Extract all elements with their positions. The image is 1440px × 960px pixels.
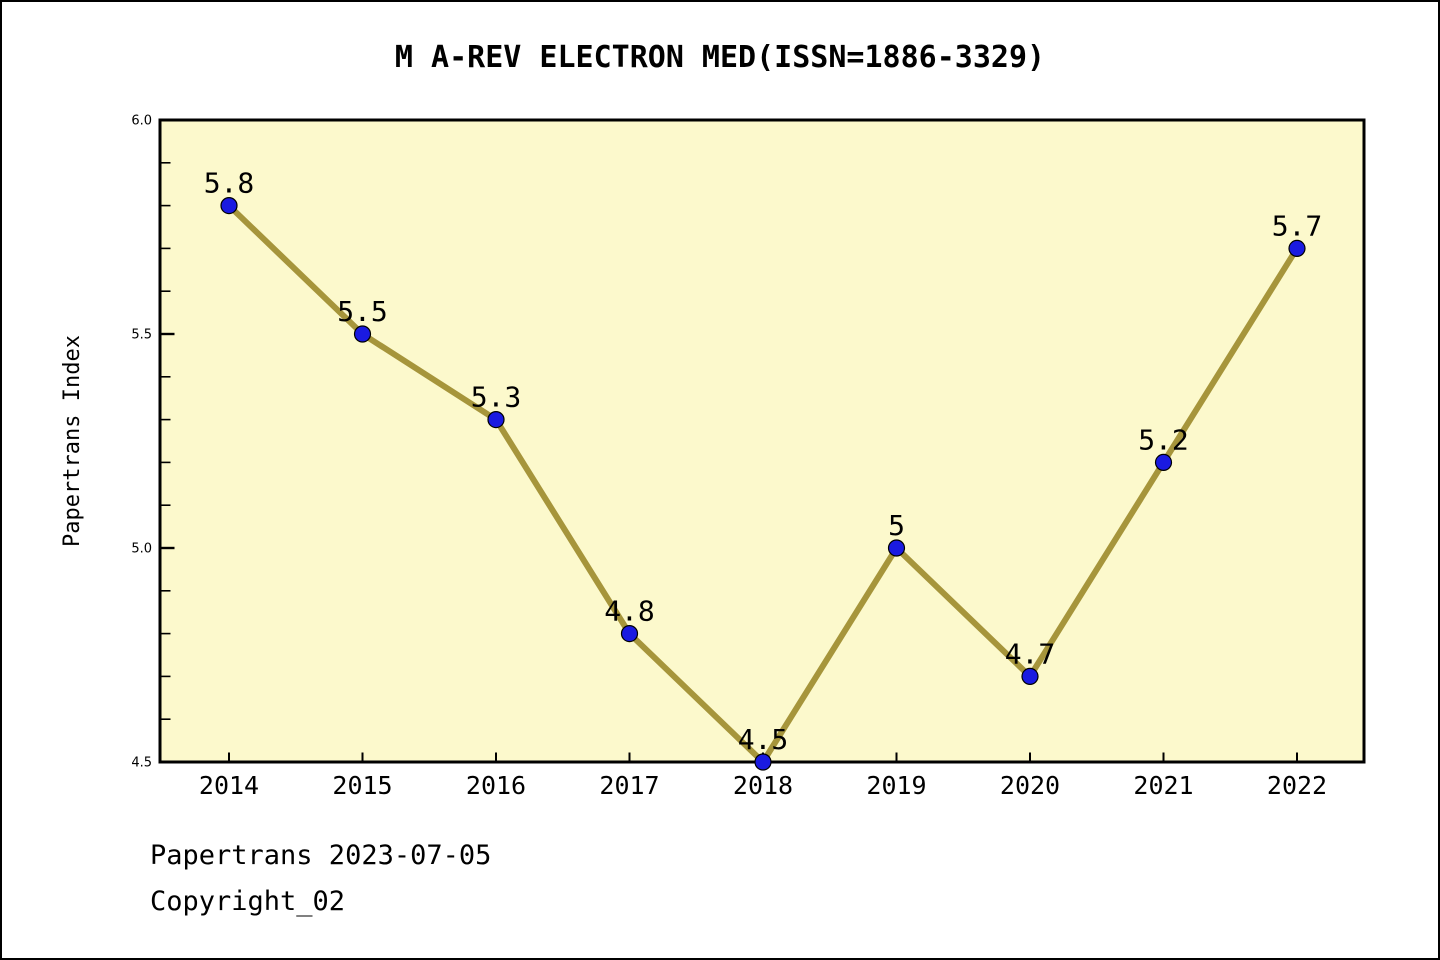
data-point-label: 4.7 — [1005, 637, 1056, 670]
data-point — [754, 753, 772, 771]
x-tick-label: 2020 — [1000, 771, 1060, 800]
data-point — [887, 539, 906, 557]
data-point — [353, 325, 372, 343]
y-tick-label: 5.0 — [131, 542, 152, 557]
x-tick-label: 2015 — [332, 771, 392, 800]
x-tick-label: 2021 — [1133, 771, 1193, 800]
data-point — [1021, 667, 1039, 686]
data-point-label: 5.3 — [471, 381, 522, 414]
data-point — [1288, 239, 1306, 257]
data-point — [220, 197, 238, 215]
plot-background — [158, 118, 1366, 764]
x-tick-label: 2017 — [599, 771, 659, 800]
y-tick-label: 4.5 — [131, 756, 152, 771]
chart-title: M A-REV ELECTRON MED(ISSN=1886-3329) — [394, 40, 1046, 75]
data-point-label: 5.5 — [337, 295, 388, 328]
x-tick-label: 2019 — [866, 771, 926, 800]
data-point-label: 5.7 — [1272, 209, 1323, 242]
data-point — [487, 411, 505, 429]
data-point-label: 4.5 — [738, 723, 789, 756]
x-tick-label: 2022 — [1267, 771, 1327, 800]
footer-source-date: Papertrans 2023-07-05 — [150, 840, 492, 871]
x-tick-label: 2018 — [733, 771, 793, 800]
y-tick-label: 6.0 — [131, 114, 152, 129]
data-point — [1154, 453, 1173, 471]
data-point-label: 4.8 — [604, 595, 655, 628]
data-point — [620, 624, 639, 643]
x-tick-label: 2014 — [199, 771, 259, 800]
data-point-label: 5 — [888, 509, 905, 542]
data-point-label: 5.8 — [204, 167, 255, 200]
x-tick-label: 2016 — [466, 771, 526, 800]
data-point-label: 5.2 — [1138, 423, 1189, 456]
y-tick-label: 5.5 — [131, 328, 152, 343]
footer-copyright: Copyright_02 — [150, 886, 346, 917]
